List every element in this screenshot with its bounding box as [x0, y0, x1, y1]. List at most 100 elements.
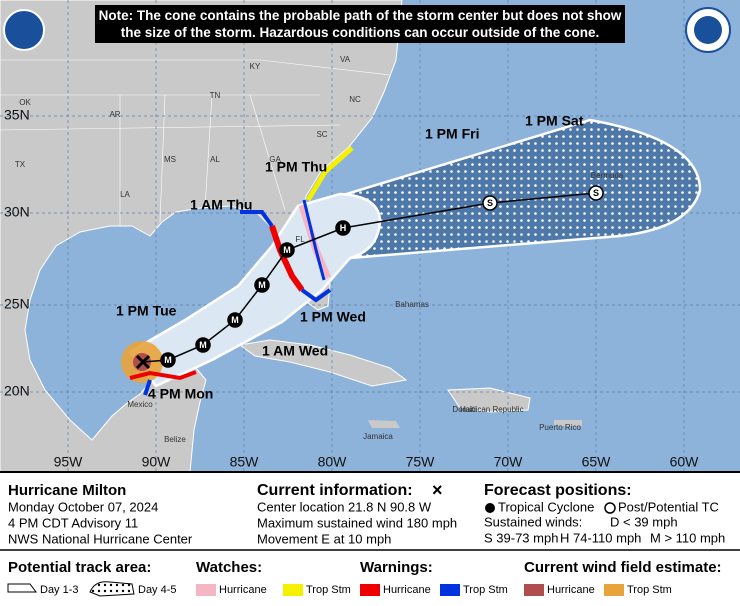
legend-label: Hurricane — [547, 584, 595, 596]
place-label: KY — [250, 62, 261, 71]
forecast-s: S 39-73 mph — [484, 530, 558, 545]
place-label: TN — [210, 91, 221, 100]
storm-name: Hurricane Milton — [8, 482, 126, 499]
nws-logo-inner — [694, 16, 722, 44]
legend-label: Day 1-3 — [40, 584, 79, 596]
latitude-label: 20N — [4, 383, 30, 399]
place-label: SC — [316, 130, 327, 139]
current-line: Movement E at 10 mph — [257, 531, 391, 546]
time-label: 1 PM Wed — [300, 309, 366, 325]
swatch — [196, 584, 216, 596]
cuba — [238, 339, 408, 387]
cone-day-4-5 — [338, 118, 702, 260]
place-label: NC — [349, 95, 361, 104]
ptc-symbol — [604, 502, 616, 514]
forecast-point — [335, 220, 351, 236]
longitude-label: 60W — [670, 454, 700, 470]
legend: Potential track area: Day 1-3 Day 4-5 Wa… — [7, 559, 722, 597]
forecast-point — [254, 277, 270, 293]
point-symbol: M — [258, 280, 266, 290]
forecast-point — [279, 242, 295, 258]
longitude-label: 85W — [230, 454, 260, 470]
forecast-h: H 74-110 mph — [560, 530, 641, 545]
day13-swatch — [7, 583, 37, 593]
place-label: GA — [269, 155, 281, 164]
latitude-label: 25N — [4, 296, 30, 312]
noaa-logo — [3, 9, 45, 51]
time-label: 1 AM Wed — [262, 343, 328, 359]
forecast-title: Forecast positions: — [484, 482, 632, 499]
jamaica — [368, 420, 400, 428]
place-label: VA — [340, 55, 351, 64]
hispaniola — [447, 387, 531, 413]
swatch — [524, 584, 544, 596]
forecast-winds: Sustained winds: — [484, 514, 582, 529]
point-symbol: M — [283, 245, 291, 255]
swatch — [283, 584, 303, 596]
point-symbol: M — [199, 340, 207, 350]
point-symbol: S — [487, 198, 493, 208]
advisory: 4 PM CDT Advisory 11 — [8, 515, 138, 530]
swatch — [604, 584, 624, 596]
place-label: TX — [15, 160, 26, 169]
forecast-point — [160, 352, 176, 368]
forecast-point — [227, 312, 243, 328]
place-label: AL — [210, 155, 220, 164]
legend-title: Potential track area: — [8, 559, 151, 576]
legend-label: Hurricane — [219, 584, 267, 596]
forecast-tropical: Tropical Cyclone — [498, 499, 594, 514]
point-symbol: H — [340, 223, 347, 233]
longitude-label: 80W — [318, 454, 348, 470]
longitude-label: 70W — [494, 454, 524, 470]
place-label: AR — [109, 110, 120, 119]
time-label: 1 AM Thu — [190, 197, 252, 213]
place-label: Puerto Rico — [539, 423, 581, 432]
forecast-point — [195, 337, 211, 353]
place-label: FL — [295, 235, 305, 244]
place-label: Bermuda — [591, 171, 624, 180]
legend-title: Current wind field estimate: — [524, 559, 722, 576]
legend-label: Hurricane — [383, 584, 431, 596]
place-label: OK — [19, 98, 31, 107]
forecast-post: Post/Potential TC — [618, 499, 719, 514]
place-label: Mexico — [127, 400, 153, 409]
forecast-d: D < 39 mph — [610, 514, 678, 529]
warning-hurricane — [269, 225, 305, 292]
time-label: 1 PM Fri — [425, 126, 479, 142]
place-label: Haiti — [460, 405, 476, 414]
day45-swatch — [89, 581, 135, 597]
puerto-rico — [554, 420, 582, 426]
time-label: 1 PM Thu — [265, 159, 327, 175]
current-position — [135, 354, 151, 370]
latitude-label: 30N — [4, 204, 30, 220]
legend-label: Trop Stm — [306, 584, 351, 596]
place-label: LA — [120, 190, 130, 199]
current-line: Maximum sustained wind 180 mph — [257, 515, 457, 530]
latitude-label: 35N — [4, 107, 30, 123]
watch-trop-stm — [305, 146, 354, 202]
current-symbol: × — [432, 480, 443, 500]
legend-label: Trop Stm — [463, 584, 508, 596]
legend-title: Watches: — [196, 559, 262, 576]
forecast-point — [482, 195, 498, 211]
point-symbol: M — [231, 315, 239, 325]
place-label: Bahamas — [395, 300, 429, 309]
time-label: 1 PM Tue — [116, 303, 177, 319]
place-label: Dominican Republic — [452, 405, 523, 414]
legend-title: Warnings: — [360, 559, 433, 576]
time-label: 4 PM Mon — [148, 386, 213, 402]
warning-trop-stm — [302, 199, 326, 281]
place-label: Belize — [164, 435, 186, 444]
time-label: 1 PM Sat — [525, 113, 584, 129]
warning-trop-stm — [240, 210, 332, 303]
tc-symbol — [485, 503, 495, 513]
point-symbol: S — [593, 188, 599, 198]
state-borders — [0, 59, 391, 226]
place-label: MS — [164, 155, 176, 164]
longitude-label: 75W — [406, 454, 436, 470]
warning-hurricane — [129, 370, 197, 381]
swatch — [440, 584, 460, 596]
legend-label: Day 4-5 — [138, 584, 177, 596]
